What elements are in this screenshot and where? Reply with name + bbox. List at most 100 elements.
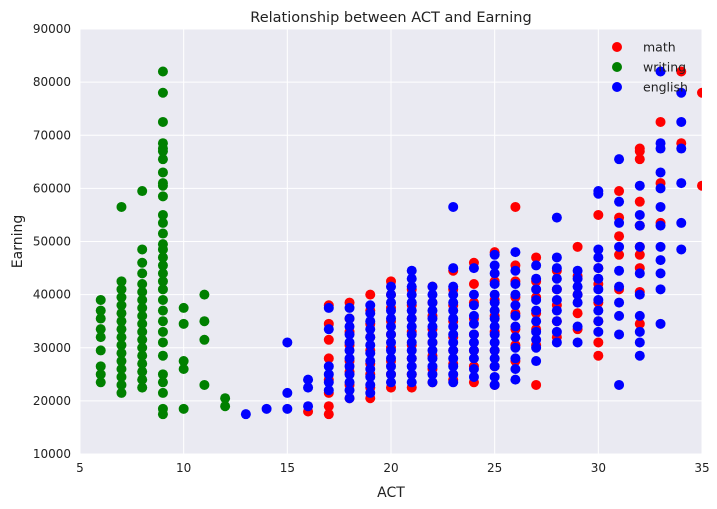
writing-point <box>157 191 168 202</box>
math-point <box>697 180 702 191</box>
english-point <box>406 313 417 324</box>
english-point <box>614 241 625 252</box>
english-point <box>344 369 355 380</box>
legend: math writing english <box>612 40 688 95</box>
english-point <box>551 294 562 305</box>
writing-point <box>157 228 168 239</box>
writing-point <box>137 257 148 268</box>
english-point <box>448 321 459 332</box>
writing-point <box>157 369 168 380</box>
english-point <box>489 353 500 364</box>
writing-point <box>95 305 106 316</box>
english-point <box>427 289 438 300</box>
writing-point <box>95 345 106 356</box>
writing-point <box>137 382 148 393</box>
writing-point <box>95 313 106 324</box>
english-point <box>448 297 459 308</box>
english-point <box>551 316 562 327</box>
english-point <box>323 324 334 335</box>
english-point <box>386 345 396 356</box>
writing-point <box>116 387 127 398</box>
english-point <box>655 255 666 266</box>
writing-point <box>137 334 148 345</box>
english-point <box>427 321 438 332</box>
english-point <box>634 337 645 348</box>
english-point <box>303 401 314 412</box>
writing-point <box>157 387 168 398</box>
english-point <box>593 326 604 337</box>
english-point <box>614 329 625 340</box>
english-point <box>468 289 479 300</box>
y-tick-label: 20000 <box>33 394 71 408</box>
english-point <box>344 329 355 340</box>
english-point <box>634 326 645 337</box>
writing-point <box>178 318 189 329</box>
english-point <box>448 377 459 388</box>
english-point <box>386 337 396 348</box>
writing-point <box>157 294 168 305</box>
writing-point <box>116 292 127 303</box>
writing-point <box>157 268 168 279</box>
english-point <box>344 361 355 372</box>
y-tick-label: 70000 <box>33 128 71 142</box>
x-tick-label: 5 <box>76 461 84 475</box>
english-point <box>593 244 604 255</box>
math-point <box>365 289 376 300</box>
english-point <box>323 385 334 396</box>
english-point <box>676 116 687 127</box>
english-point <box>531 294 542 305</box>
english-point <box>365 340 376 351</box>
x-tick-label: 15 <box>280 461 295 475</box>
writing-point <box>199 316 210 327</box>
writing-point <box>199 379 210 390</box>
english-point <box>551 273 562 284</box>
english-point <box>303 382 314 393</box>
writing-point <box>137 350 148 361</box>
writing-point <box>199 334 210 345</box>
english-point <box>489 305 500 316</box>
writing-point <box>116 300 127 311</box>
english-point <box>634 268 645 279</box>
math-point <box>593 337 604 348</box>
y-tick-label: 40000 <box>33 288 71 302</box>
english-point <box>344 302 355 313</box>
english-point <box>489 329 500 340</box>
english-point <box>593 273 604 284</box>
data-points <box>95 66 702 420</box>
english-point <box>572 281 583 292</box>
english-point <box>551 263 562 274</box>
writing-point <box>157 252 168 263</box>
writing-point <box>95 332 106 343</box>
english-point <box>406 273 417 284</box>
english-point <box>386 369 396 380</box>
english-point <box>261 403 272 414</box>
math-point <box>323 409 334 420</box>
english-point <box>489 321 500 332</box>
english-point <box>386 377 396 388</box>
math-point <box>323 334 334 345</box>
english-point <box>406 265 417 276</box>
writing-point <box>157 154 168 165</box>
english-point <box>406 377 417 388</box>
writing-point <box>95 377 106 388</box>
english-point <box>489 260 500 271</box>
english-point <box>468 337 479 348</box>
english-point <box>531 342 542 353</box>
writing-point <box>157 167 168 178</box>
math-point <box>531 252 542 263</box>
english-point <box>427 369 438 380</box>
series-writing <box>95 66 231 420</box>
english-point <box>593 284 604 295</box>
english-point <box>344 313 355 324</box>
english-point <box>365 356 376 367</box>
english-point <box>510 265 521 276</box>
math-point <box>614 231 625 242</box>
english-point <box>427 345 438 356</box>
english-point <box>406 281 417 292</box>
english-point <box>634 220 645 231</box>
english-point <box>448 263 459 274</box>
english-point <box>406 337 417 348</box>
english-point <box>593 252 604 263</box>
english-point <box>676 244 687 255</box>
writing-point <box>137 310 148 321</box>
